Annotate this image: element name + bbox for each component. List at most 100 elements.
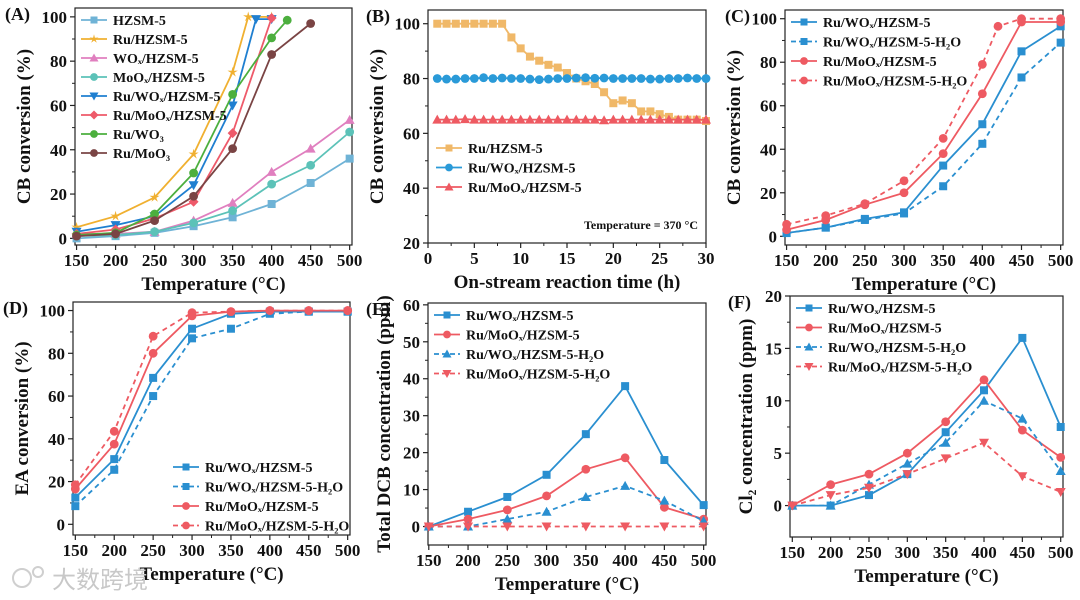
x-axis-label: On-stream reaction time (h) [454,272,681,293]
y-tick-label: 0 [59,229,68,248]
legend-label: Ru/MoOₓ/HZSM-5-H₂O [823,75,967,90]
legend-label: Ru/WOₓ/HZSM-5 [113,90,220,105]
data-point [701,114,711,124]
legend-item: Ru/MoOₓ/HZSM-5-H₂O [791,75,967,90]
legend-marker [443,330,451,339]
y-tick-label: 5 [774,444,783,463]
x-axis-label: Temperature (°C) [141,274,285,295]
data-point [581,73,590,83]
data-point [267,33,277,43]
data-point [663,114,674,124]
data-point [645,114,656,124]
legend-marker [805,323,813,332]
x-tick-label: 350 [930,251,956,270]
data-point [701,74,711,83]
data-point [189,168,199,178]
legend-marker [182,502,190,510]
legend-item: Ru/HZSM-5 [436,142,543,157]
data-point [541,522,552,532]
x-tick-label: 250 [142,251,168,270]
data-point [1056,422,1065,431]
data-point [227,197,238,207]
legend-label: Ru/MoOₓ/HZSM-5 [468,181,582,196]
data-point [469,114,480,124]
data-point [637,107,646,116]
legend-marker [90,73,98,81]
legend-item: HZSM-5 [81,14,166,29]
x-tick-label: 250 [140,541,166,560]
y-tick-label: 10 [403,481,420,500]
data-point [226,324,235,333]
data-point [525,74,535,84]
panel-label: (A) [5,4,30,25]
data-point [479,19,488,28]
series-7 [72,19,316,241]
data-point [507,74,516,83]
data-point [899,188,909,198]
data-point [524,114,535,124]
data-point [542,470,551,479]
data-point [860,199,870,209]
legend-label: Ru/WOₓ/HZSM-5 [466,309,573,324]
legend-label: Ru/WOₓ/HZSM-5 [828,302,935,317]
data-point [673,74,683,83]
legend-item: Ru/HZSM-5 [81,33,188,48]
data-point [71,221,82,232]
series-0 [433,19,710,126]
chart-panel-b: 0 5 10 15 20 25 30 20 40 60 80 100 On-stream reactio… [366,6,715,293]
data-point [111,229,120,239]
y-tick-label: 60 [50,96,67,115]
data-point [608,114,619,124]
legend-label: Ru/MoOₓ/HZSM-5 [823,55,937,70]
series-1 [787,375,1066,510]
data-point [580,114,591,124]
x-axis-label: Temperature (°C) [854,566,998,587]
y-axis-label: CB conversion (%) [14,49,35,204]
data-point [497,73,507,83]
data-point [71,502,80,511]
data-point [660,456,669,465]
legend-marker [90,16,98,24]
data-point [1056,38,1065,47]
x-tick-label: 250 [852,251,878,270]
data-point [109,439,119,449]
x-tick-label: 300 [891,251,917,270]
data-point [821,211,831,221]
data-point [149,373,158,382]
legend-marker [444,182,454,191]
x-tick-label: 400 [971,543,997,562]
y-tick-label: 40 [403,179,420,198]
y-axis-label: EA conversion (%) [12,341,33,495]
data-point [938,149,948,159]
x-tick-label: 150 [64,251,90,270]
data-point [682,114,693,124]
data-point [228,206,238,216]
data-point [980,386,989,395]
legend-label: Ru/MoOₓ/HZSM-5-H₂O [205,520,349,535]
x-tick-label: 20 [605,249,622,268]
legend-marker [800,57,808,65]
data-point [618,96,627,105]
series-line [76,17,273,235]
data-point [344,114,355,124]
data-point [941,417,951,427]
y-tick-label: 20 [403,234,420,253]
data-point [825,491,836,501]
data-point [939,182,948,191]
y-tick-label: 20 [48,473,65,492]
data-point [1056,452,1066,462]
chart-panel-e: 150 200 250 300 350 400 450 500 0 10 20 30 40 50 60 Tem… [366,295,716,595]
data-point [535,56,544,65]
data-point [900,209,909,218]
data-point [228,89,238,99]
x-axis-label: Temperature (°C) [495,574,639,595]
series-line [437,22,707,122]
legend: Ru/WOₓ/HZSM-5 Ru/MoOₓ/HZSM-5 Ru/WOₓ/HZSM-5… [434,309,610,383]
series-3 [782,14,1066,229]
data-point [590,80,599,89]
data-point [516,74,526,83]
data-point [902,458,913,468]
data-point [1017,472,1028,482]
data-point [552,114,563,124]
data-point [1017,73,1026,82]
